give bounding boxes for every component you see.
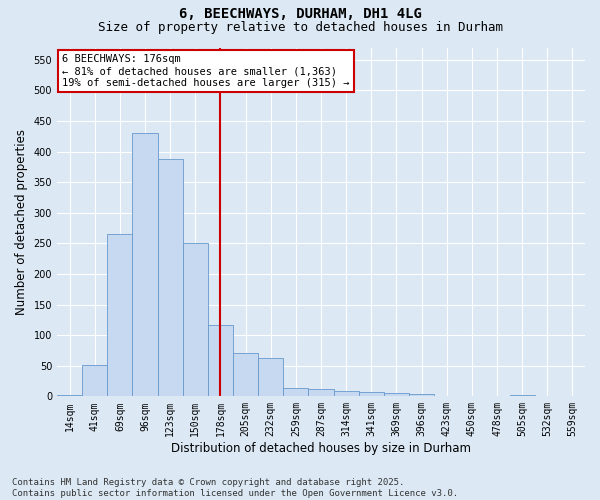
Bar <box>82 364 107 396</box>
Bar <box>283 388 308 396</box>
Bar <box>334 392 359 396</box>
Text: Size of property relative to detached houses in Durham: Size of property relative to detached ho… <box>97 21 503 34</box>
Text: 6 BEECHWAYS: 176sqm
← 81% of detached houses are smaller (1,363)
19% of semi-det: 6 BEECHWAYS: 176sqm ← 81% of detached ho… <box>62 54 350 88</box>
Bar <box>158 160 183 396</box>
Text: 6, BEECHWAYS, DURHAM, DH1 4LG: 6, BEECHWAYS, DURHAM, DH1 4LG <box>179 8 421 22</box>
Text: Contains HM Land Registry data © Crown copyright and database right 2025.
Contai: Contains HM Land Registry data © Crown c… <box>12 478 458 498</box>
Bar <box>409 394 434 396</box>
Bar <box>308 389 334 396</box>
Bar <box>233 354 258 397</box>
Y-axis label: Number of detached properties: Number of detached properties <box>15 129 28 315</box>
Bar <box>509 395 535 396</box>
Bar <box>107 234 133 396</box>
Bar <box>208 324 233 396</box>
Bar <box>359 392 384 396</box>
Bar <box>57 395 82 396</box>
Bar <box>258 358 283 397</box>
X-axis label: Distribution of detached houses by size in Durham: Distribution of detached houses by size … <box>171 442 471 455</box>
Bar <box>133 133 158 396</box>
Bar <box>384 392 409 396</box>
Bar <box>183 244 208 396</box>
